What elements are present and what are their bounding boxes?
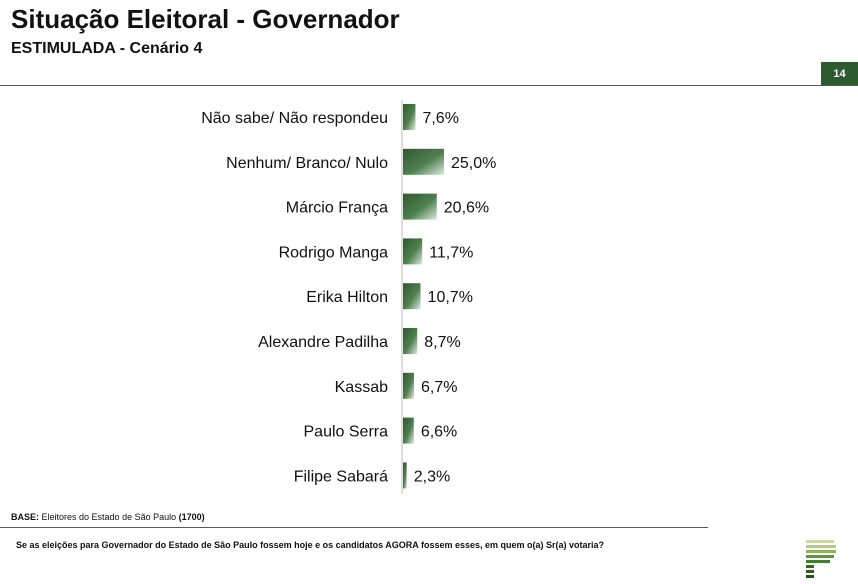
header-divider <box>0 85 858 86</box>
value-label: 25,0% <box>451 155 496 172</box>
bar <box>403 462 407 489</box>
bar <box>403 372 414 399</box>
survey-question: Se as eleições para Governador do Estado… <box>16 540 605 550</box>
value-label: 6,7% <box>421 379 457 396</box>
base-text: Eleitores do Estado de São Paulo <box>39 512 179 522</box>
value-label: 10,7% <box>428 289 473 306</box>
bar <box>403 328 418 354</box>
base-label: BASE: <box>11 512 40 522</box>
page-subtitle: ESTIMULADA - Cenário 4 <box>11 40 203 57</box>
bar-chart: Não sabe/ Não respondeu 7,6% Nenhum/ Branc… <box>201 100 496 494</box>
bar <box>403 104 416 130</box>
bar <box>403 238 423 265</box>
category-label: Nenhum/ Branco/ Nulo <box>226 155 388 172</box>
category-label: Márcio França <box>286 200 388 217</box>
bar <box>403 148 444 175</box>
category-label: Não sabe/ Não respondeu <box>201 110 388 127</box>
value-label: 8,7% <box>424 334 460 351</box>
value-label: 6,6% <box>421 424 457 441</box>
bar <box>403 193 437 220</box>
footer-divider <box>0 527 708 528</box>
base-count: (1700) <box>178 512 205 522</box>
page-title: Situação Eleitoral - Governador <box>11 4 400 34</box>
category-label: Filipe Sabará <box>294 468 388 485</box>
value-label: 2,3% <box>414 468 450 485</box>
category-label: Kassab <box>335 379 388 396</box>
value-label: 20,6% <box>444 200 489 217</box>
bar <box>403 417 414 444</box>
page-number-badge: 14 <box>821 62 858 86</box>
category-label: Erika Hilton <box>306 289 388 306</box>
category-label: Paulo Serra <box>304 424 389 441</box>
base-note: BASE: Eleitores do Estado de São Paulo (… <box>11 512 205 522</box>
category-label: Rodrigo Manga <box>279 244 389 261</box>
category-label: Alexandre Padilha <box>258 334 388 351</box>
value-label: 7,6% <box>422 110 458 127</box>
brand-logo <box>806 540 836 578</box>
value-label: 11,7% <box>429 244 473 261</box>
bar <box>403 283 421 310</box>
